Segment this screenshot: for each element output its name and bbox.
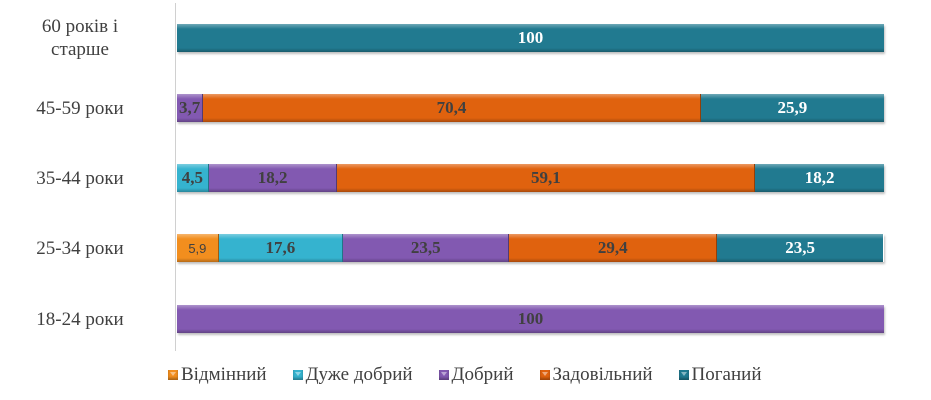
bar-segment: 29,4 (509, 234, 718, 262)
bar-segment: 70,4 (203, 94, 701, 122)
data-label: 18,2 (257, 168, 288, 187)
bar-segment: 18,2 (208, 164, 338, 192)
legend-item: Задовільний (539, 364, 653, 386)
legend-item: Відмінний (168, 364, 267, 386)
category-label: 18-24 роки (0, 308, 160, 331)
bar-segment: 100 (177, 305, 884, 333)
stacked-bar: 100 (177, 24, 884, 52)
data-label: 17,6 (265, 238, 296, 257)
legend: Відмінний Дуже добрий Добрий Задовільний Пог… (168, 364, 788, 386)
legend-swatch-icon (438, 370, 449, 380)
legend-item: Поганий (678, 364, 762, 386)
legend-item: Добрий (438, 364, 514, 386)
data-label: 23,5 (785, 238, 816, 257)
data-label: 100 (517, 28, 544, 47)
category-label-line: старше (51, 39, 109, 60)
data-label: 70,4 (436, 98, 467, 117)
category-label-line: 45-59 роки (36, 98, 124, 119)
category-label: 25-34 роки (0, 237, 160, 260)
stacked-bar: 3,7 70,4 25,9 (177, 94, 885, 122)
data-label: 3,7 (178, 98, 201, 117)
bar-segment: 59,1 (337, 164, 756, 192)
data-label: 18,2 (804, 168, 835, 187)
bar-segment: 17,6 (218, 234, 344, 262)
legend-swatch-icon (678, 370, 689, 380)
category-label-line: 35-44 роки (36, 168, 124, 189)
category-label: 60 років і старше (0, 15, 160, 61)
bar-segment: 25,9 (700, 94, 885, 122)
legend-label: Добрий (451, 364, 514, 385)
data-label: 100 (517, 309, 544, 328)
stacked-bar: 4,5 18,2 59,1 18,2 (177, 164, 884, 192)
category-label-line: 25-34 роки (36, 238, 124, 259)
legend-swatch-icon (292, 370, 303, 380)
data-label: 5,9 (188, 240, 207, 256)
legend-label: Поганий (691, 364, 762, 385)
category-label: 45-59 роки (0, 97, 160, 120)
data-label: 59,1 (531, 168, 561, 187)
legend-item: Дуже добрий (292, 364, 413, 386)
bar-segment: 5,9 (177, 234, 219, 262)
data-label: 29,4 (597, 238, 628, 257)
legend-label: Дуже добрий (305, 364, 413, 385)
bar-segment: 4,5 (177, 164, 209, 192)
data-label: 23,5 (410, 238, 441, 257)
category-axis-line (175, 3, 176, 351)
bar-segment: 3,7 (177, 94, 204, 122)
legend-label: Задовільний (552, 364, 653, 385)
category-label: 35-44 роки (0, 167, 160, 190)
bar-segment: 23,5 (343, 234, 510, 262)
legend-swatch-icon (168, 370, 178, 380)
category-label-line: 18-24 роки (36, 309, 124, 330)
stacked-bar: 100 (177, 305, 884, 333)
bar-segment: 23,5 (717, 234, 884, 262)
legend-label: Відмінний (181, 364, 267, 385)
bar-segment: 100 (177, 24, 884, 52)
bar-segment: 18,2 (755, 164, 884, 192)
stacked-bar: 5,9 17,6 23,5 29,4 23,5 (177, 234, 884, 262)
data-label: 25,9 (777, 98, 808, 117)
legend-swatch-icon (539, 370, 550, 380)
category-label-line: 60 років і (41, 16, 119, 37)
data-label: 4,5 (181, 168, 204, 187)
